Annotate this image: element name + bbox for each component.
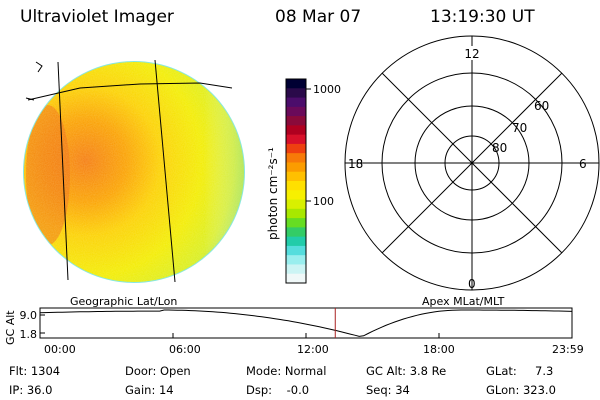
colorbar-segment — [286, 79, 306, 89]
colorbar — [286, 79, 306, 284]
colorbar-segment — [286, 190, 306, 201]
alt-x-tick-0000: 00:00 — [44, 343, 76, 356]
mlat-label-70: 70 — [512, 121, 527, 135]
alt-y-tick-9: 9.0 — [20, 309, 38, 322]
mlt-label-12: 12 — [464, 47, 479, 61]
colorbar-unit-label: photon cm⁻²s⁻¹ — [266, 147, 280, 240]
uv-disk-image — [23, 61, 245, 283]
colorbar-segment — [286, 162, 306, 173]
instrument-title: Ultraviolet Imager — [20, 7, 174, 27]
colorbar-ticks — [306, 88, 311, 202]
sequence-value: Seq: 34 — [366, 383, 410, 397]
colorbar-segment — [286, 153, 306, 163]
colorbar-segment — [286, 199, 306, 210]
colorbar-segment — [286, 236, 306, 247]
colorbar-segment — [286, 125, 306, 136]
mode-value: Mode: Normal — [246, 364, 327, 378]
colorbar-segment — [286, 88, 306, 99]
colorbar-segment — [286, 134, 306, 145]
geographic-grid — [25, 59, 233, 283]
date-label: 08 Mar 07 — [275, 7, 362, 27]
colorbar-segment — [286, 106, 306, 117]
gc-alt-value: GC Alt: 3.8 Re — [366, 364, 447, 378]
geo-lat-value: GLat: 7.3 — [486, 364, 554, 378]
geo-lon-value: GLon: 323.0 — [486, 383, 556, 397]
apex-label: Apex MLat/MLT — [422, 295, 505, 308]
alt-x-tick-2359: 23:59 — [552, 343, 584, 356]
colorbar-segment — [286, 245, 306, 256]
colorbar-segment — [286, 255, 306, 265]
mlt-label-0: 0 — [468, 277, 476, 291]
colorbar-segment — [286, 181, 306, 191]
mlat-label-60: 60 — [534, 99, 549, 113]
alt-y-tick-1-8: 1.8 — [20, 328, 38, 341]
dsp-value: Dsp: -0.0 — [246, 383, 310, 397]
altitude-trace — [39, 309, 573, 337]
gain-value: Gain: 14 — [125, 383, 174, 397]
alt-x-tick-1800: 18:00 — [423, 343, 455, 356]
colorbar-segment — [286, 264, 306, 275]
colorbar-segment — [286, 97, 306, 108]
polar-plot — [344, 35, 600, 291]
colorbar-segment — [286, 218, 306, 228]
flight-number: Flt: 1304 — [9, 364, 61, 378]
colorbar-tick-1000: 1000 — [313, 83, 341, 96]
colorbar-tick-100: 100 — [313, 195, 334, 208]
door-status: Door: Open — [125, 364, 191, 378]
colorbar-segment — [286, 143, 306, 154]
ip-value: IP: 36.0 — [9, 383, 53, 397]
mlt-label-18: 18 — [348, 157, 363, 171]
time-label: 13:19:30 UT — [430, 7, 535, 27]
colorbar-segment — [286, 208, 306, 219]
colorbar-segment — [286, 116, 306, 126]
alt-x-tick-1200: 12:00 — [297, 343, 329, 356]
geographic-label: Geographic Lat/Lon — [70, 295, 177, 308]
altitude-x-ticks — [39, 333, 573, 338]
colorbar-segment — [286, 171, 306, 182]
colorbar-segment — [286, 273, 306, 284]
gc-alt-axis-label: GC Alt — [4, 310, 17, 345]
mlt-label-6: 6 — [579, 157, 587, 171]
colorbar-segment — [286, 227, 306, 238]
colorbar-frame — [285, 78, 307, 284]
mlat-label-80: 80 — [492, 141, 507, 155]
alt-x-tick-0600: 06:00 — [169, 343, 201, 356]
